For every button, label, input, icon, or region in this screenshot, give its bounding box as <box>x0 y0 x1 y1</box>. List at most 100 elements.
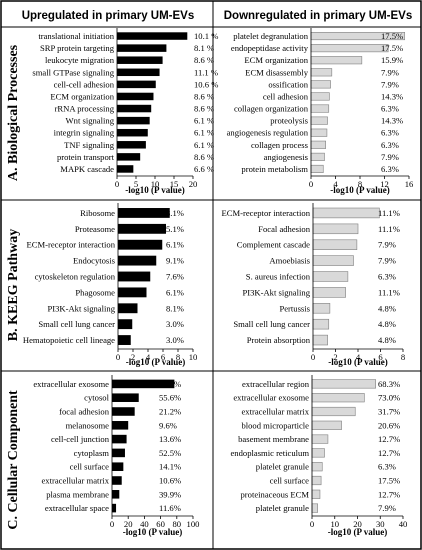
percent-label-4-0: 78.8% <box>159 379 181 389</box>
x-tick-label-2-5: 10 <box>189 352 198 362</box>
bar-0-2 <box>117 56 163 64</box>
percent-label-0-10: 8.6 % <box>194 152 214 162</box>
category-label-3-5: PI3K-Akt signaling <box>242 287 310 297</box>
bar-3-7 <box>312 318 330 330</box>
bar-4-3 <box>112 421 129 430</box>
x-tick-label-2-3: 6 <box>161 352 166 362</box>
x-axis-label-2: -log10 (P value) <box>126 357 186 367</box>
x-tick-label-4-0: 0 <box>110 519 114 529</box>
category-label-2-1: Proteasome <box>75 224 115 234</box>
percent-label-1-0: 17.5% <box>381 31 403 41</box>
percent-label-1-6: 6.3% <box>381 104 399 114</box>
category-label-2-4: cytoskeleton regulation <box>35 272 116 282</box>
bar-0-4 <box>117 80 156 89</box>
percent-label-5-2: 31.7% <box>378 407 400 417</box>
bar-1-11 <box>310 164 324 174</box>
category-label-3-7: Small cell lung cancer <box>233 319 310 329</box>
percent-label-1-11: 6.3% <box>381 164 399 174</box>
percent-label-3-6: 4.8% <box>378 303 396 313</box>
category-label-4-7: extracellular matrix <box>41 476 109 486</box>
bar-0-1 <box>117 44 167 52</box>
chart-panels: translational initiation 10.1 % SRP protei… <box>23 28 414 537</box>
bar-5-9 <box>311 503 318 513</box>
percent-label-3-3: 7.9% <box>378 256 396 266</box>
x-axis-label-5: -log10 (P value) <box>328 527 388 537</box>
bar-3-1 <box>312 223 359 235</box>
column-header-up: Upregulated in primary UM-EVs <box>22 10 195 22</box>
category-label-2-8: Hematopoietic cell lineage <box>23 335 115 345</box>
bar-2-8 <box>118 335 131 345</box>
category-label-2-6: PI3K-Akt signaling <box>47 303 115 313</box>
bar-4-8 <box>112 490 120 499</box>
bar-2-4 <box>118 271 151 282</box>
percent-label-1-2: 15.9% <box>381 55 403 65</box>
percent-label-3-4: 6.3% <box>378 272 396 282</box>
x-tick-label-1-1: 4 <box>333 179 338 189</box>
x-axis-label-3: -log10 (P value) <box>328 357 388 367</box>
bar-3-4 <box>312 271 349 282</box>
category-label-0-10: protein transport <box>57 152 115 162</box>
percent-label-5-8: 12.7% <box>378 489 400 499</box>
bar-0-8 <box>117 128 148 137</box>
percent-label-5-5: 12.7% <box>378 448 400 458</box>
percent-label-2-4: 7.6% <box>166 272 184 282</box>
bar-1-3 <box>310 68 333 77</box>
percent-label-5-9: 7.9% <box>378 503 396 513</box>
percent-label-4-9: 11.6% <box>159 503 181 513</box>
x-tick-label-1-3: 12 <box>380 179 389 189</box>
x-tick-label-3-2: 4 <box>356 352 361 362</box>
x-tick-label-3-1: 2 <box>333 352 337 362</box>
bar-4-7 <box>112 476 122 485</box>
category-label-0-7: Wnt signaling <box>66 116 115 126</box>
bar-1-7 <box>310 116 328 125</box>
bar-5-0 <box>311 379 377 389</box>
percent-label-1-4: 7.9% <box>381 79 399 89</box>
bar-5-2 <box>311 406 356 417</box>
bar-0-6 <box>117 104 152 113</box>
category-label-4-5: cytoplasm <box>74 448 110 458</box>
category-label-4-8: plasma membrane <box>46 489 109 499</box>
category-label-4-1: cytosol <box>84 393 109 403</box>
x-tick-label-1-4: 16 <box>405 179 414 189</box>
percent-label-0-5: 8.6 % <box>194 91 214 101</box>
category-label-4-4: cell-cell junction <box>51 434 110 444</box>
bar-2-5 <box>118 287 147 298</box>
percent-label-0-2: 8.6 % <box>194 55 214 65</box>
row-label-biological-processes: A. Biological Processes <box>6 44 21 181</box>
category-label-1-6: collagen organization <box>234 104 309 114</box>
bar-4-5 <box>112 448 125 458</box>
x-tick-label-0-4: 20 <box>189 179 198 189</box>
bar-2-2 <box>118 239 163 250</box>
x-tick-label-0-2: 10 <box>151 179 160 189</box>
category-label-0-8: integrin signaling <box>54 128 115 138</box>
bar-2-1 <box>118 223 166 234</box>
x-tick-label-4-2: 40 <box>140 519 149 529</box>
category-label-1-3: ECM disassembly <box>245 67 308 77</box>
bar-4-6 <box>112 462 124 471</box>
category-label-1-5: cell adhesion <box>263 91 309 101</box>
percent-label-0-4: 10.6 % <box>194 79 218 89</box>
percent-label-5-7: 17.5% <box>378 476 400 486</box>
x-tick-label-3-0: 0 <box>311 352 315 362</box>
x-tick-label-0-1: 5 <box>134 179 138 189</box>
percent-label-2-0: 8.1% <box>166 208 184 218</box>
x-tick-label-4-4: 80 <box>173 519 182 529</box>
percent-label-2-6: 8.1% <box>166 303 184 313</box>
bar-1-2 <box>310 56 363 65</box>
percent-label-5-1: 73.0% <box>378 393 400 403</box>
percent-label-3-5: 11.1% <box>378 287 400 297</box>
bar-4-1 <box>112 393 139 402</box>
category-label-1-8: angiogenesis regulation <box>227 128 309 138</box>
percent-label-0-8: 6.1 % <box>194 128 214 138</box>
bar-4-0 <box>112 379 175 389</box>
percent-label-5-3: 20.6% <box>378 420 400 430</box>
category-label-3-2: Complement cascade <box>237 240 310 250</box>
bar-2-0 <box>118 208 170 218</box>
x-tick-label-1-2: 8 <box>358 179 362 189</box>
category-label-5-9: platelet granule <box>256 503 309 513</box>
bar-0-11 <box>117 165 134 173</box>
x-tick-label-2-2: 4 <box>146 352 151 362</box>
bar-5-4 <box>311 434 329 444</box>
percent-label-4-3: 9.6% <box>159 420 177 430</box>
